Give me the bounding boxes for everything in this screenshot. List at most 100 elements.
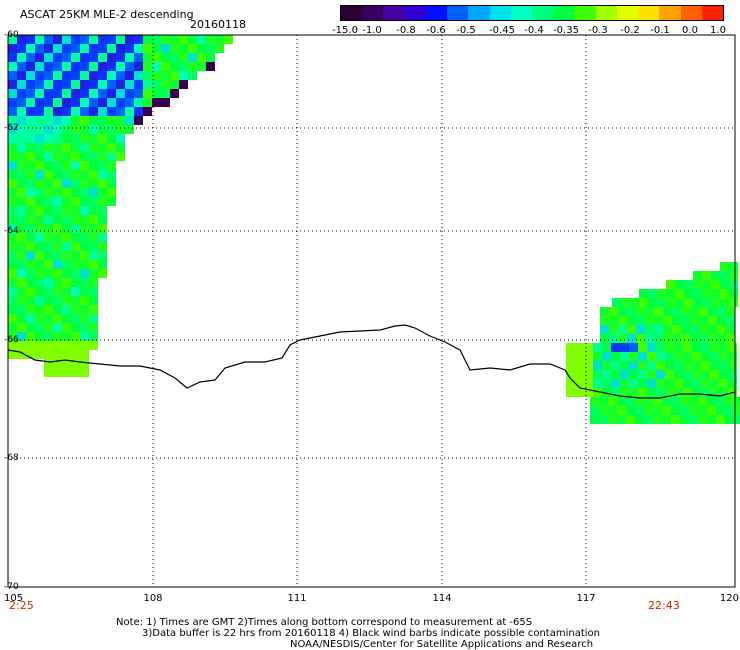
wind-swath-cell	[681, 307, 690, 316]
wind-swath-cell	[689, 397, 698, 406]
wind-swath-cell	[44, 107, 53, 116]
wind-swath-cell	[611, 379, 620, 388]
wind-swath-cell	[654, 325, 663, 334]
wind-swath-cell	[53, 260, 62, 269]
wind-swath-cell	[98, 161, 107, 170]
wind-swath-cell	[656, 370, 665, 379]
wind-swath-cell	[702, 298, 711, 307]
wind-swath-cell	[107, 89, 116, 98]
wind-swath-cell	[698, 415, 707, 424]
wind-swath-cell	[17, 233, 26, 242]
wind-swath-cell	[26, 134, 35, 143]
x-tick-label: 117	[576, 593, 595, 604]
antarctic-coastline	[7, 324, 736, 399]
wind-swath-cell	[80, 323, 89, 332]
wind-swath-cell	[44, 143, 53, 152]
colorbar-tick-label: -0.35	[553, 25, 579, 36]
wind-swath-cell	[62, 224, 71, 233]
wind-swath-cell	[17, 80, 26, 89]
wind-swath-cell	[699, 334, 708, 343]
wind-swath-cell	[89, 89, 98, 98]
wind-swath-cell	[575, 370, 584, 379]
wind-swath-cell	[35, 332, 44, 341]
wind-swath-cell	[26, 116, 35, 125]
wind-swath-cell	[98, 134, 107, 143]
wind-swath-cell	[89, 296, 98, 305]
wind-swath-cell	[26, 251, 35, 260]
wind-swath-cell	[80, 125, 89, 134]
wind-swath-cell	[654, 334, 663, 343]
wind-swath-cell	[17, 89, 26, 98]
wind-swath-cell	[62, 314, 71, 323]
wind-swath-cell	[681, 334, 690, 343]
wind-swath-cell	[125, 62, 134, 71]
wind-swath-cell	[8, 53, 17, 62]
wind-swath-cell	[728, 361, 737, 370]
wind-swath-cell	[107, 71, 116, 80]
wind-swath-cell	[729, 280, 738, 289]
wind-swath-cell	[35, 116, 44, 125]
wind-swath-cell	[720, 262, 729, 271]
wind-swath-cell	[638, 361, 647, 370]
wind-swath-cell	[17, 323, 26, 332]
wind-swath-cell	[62, 179, 71, 188]
wind-swath-cell	[53, 332, 62, 341]
wind-swath-cell	[639, 289, 648, 298]
wind-swath-cell	[719, 379, 728, 388]
wind-swath-cell	[654, 307, 663, 316]
wind-swath-cell	[62, 215, 71, 224]
wind-swath-cell	[44, 233, 53, 242]
wind-swath-cell	[680, 415, 689, 424]
wind-swath-cell	[44, 125, 53, 134]
wind-swath-cell	[17, 71, 26, 80]
wind-swath-cell	[62, 305, 71, 314]
wind-swath-cell	[53, 53, 62, 62]
wind-swath-cell	[675, 289, 684, 298]
wind-swath-cell	[98, 188, 107, 197]
wind-swath-cell	[8, 80, 17, 89]
wind-swath-cell	[636, 307, 645, 316]
wind-swath-cell	[44, 71, 53, 80]
wind-swath-cell	[26, 53, 35, 62]
wind-swath-cell	[44, 350, 53, 359]
wind-swath-cell	[734, 397, 740, 406]
wind-swath-cell	[663, 307, 672, 316]
wind-swath-cell	[710, 370, 719, 379]
wind-swath-cell	[8, 197, 17, 206]
wind-swath-cell	[80, 53, 89, 62]
wind-swath-cell	[89, 71, 98, 80]
wind-swath-cell	[629, 352, 638, 361]
wind-swath-cell	[107, 161, 116, 170]
wind-swath-cell	[719, 370, 728, 379]
wind-swath-cell	[62, 233, 71, 242]
wind-swath-cell	[53, 233, 62, 242]
colorbar-tick-label: 1.0	[710, 25, 726, 36]
wind-swath-cell	[609, 325, 618, 334]
wind-swath-cell	[710, 361, 719, 370]
wind-swath-cell	[35, 179, 44, 188]
wind-swath-cell	[35, 296, 44, 305]
wind-swath-cell	[717, 307, 726, 316]
wind-swath-cell	[593, 370, 602, 379]
wind-swath-cell	[71, 143, 80, 152]
wind-swath-cell	[116, 98, 125, 107]
wind-swath-cell	[656, 361, 665, 370]
wind-swath-cell	[107, 152, 116, 161]
wind-swath-cell	[717, 325, 726, 334]
wind-swath-cell	[89, 143, 98, 152]
x-tick-label: 120	[720, 593, 739, 604]
colorbar-segment	[425, 6, 448, 20]
colorbar-tick-label: -0.45	[489, 25, 515, 36]
wind-swath-cell	[98, 260, 107, 269]
wind-swath-cell	[44, 269, 53, 278]
wind-swath-cell	[666, 298, 675, 307]
wind-swath-cell	[17, 305, 26, 314]
wind-swath-cell	[26, 125, 35, 134]
wind-swath-cell	[684, 280, 693, 289]
wind-swath-cell	[71, 323, 80, 332]
wind-swath-cell	[53, 116, 62, 125]
note-line-2: 3)Data buffer is 22 hrs from 20160118 4)…	[142, 628, 600, 639]
wind-swath-cell	[107, 107, 116, 116]
wind-swath-cell	[8, 278, 17, 287]
